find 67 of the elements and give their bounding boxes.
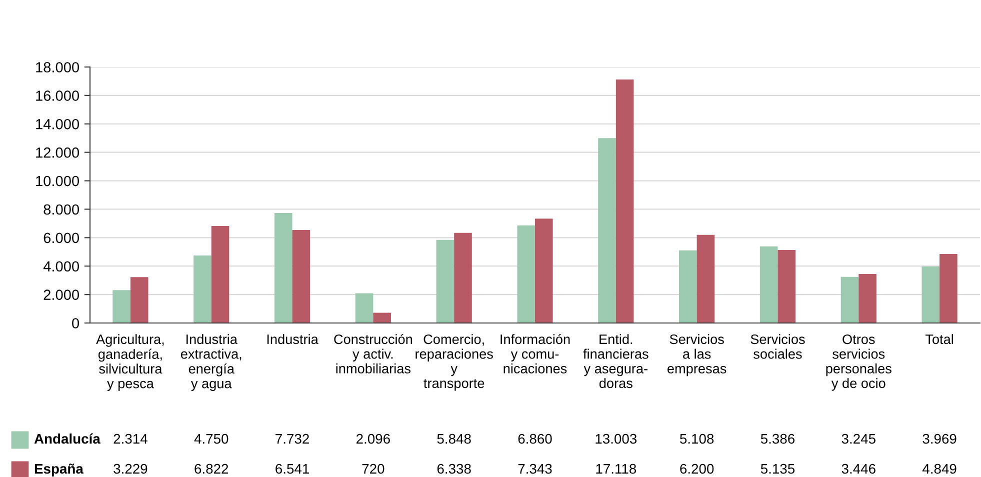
y-tick-label: 10.000 — [36, 176, 80, 186]
x-tick-label: Comercio, reparaciones y transporte — [416, 334, 493, 391]
data-label: 6.338 — [437, 464, 471, 474]
data-label: 13.003 — [596, 434, 637, 444]
data-label: 5.135 — [760, 464, 795, 474]
bar — [858, 274, 876, 323]
data-label: 17.118 — [596, 464, 636, 474]
y-tick-label: 4.000 — [43, 261, 80, 272]
data-label: 720 — [362, 464, 384, 474]
bar — [696, 234, 715, 323]
y-tick-label: 12.000 — [36, 147, 80, 158]
bar — [194, 255, 212, 323]
y-tick-label: 0 — [72, 318, 80, 328]
data-label: 6.822 — [194, 464, 228, 474]
x-tick-label: Total — [925, 334, 954, 344]
bar — [355, 293, 374, 323]
y-tick-label: 2.000 — [44, 290, 80, 300]
data-label: 2.096 — [356, 434, 390, 444]
x-tick-label: Industria — [267, 334, 318, 344]
bar — [535, 218, 553, 323]
data-label: 6.541 — [276, 464, 309, 474]
bar — [274, 213, 292, 323]
data-label: 5.848 — [437, 434, 471, 444]
y-tick-label: 18.000 — [36, 62, 80, 72]
data-label: 3.229 — [114, 464, 148, 474]
bar — [922, 266, 940, 323]
x-tick-label: Servicios a las empresas — [668, 334, 726, 376]
data-label: 5.108 — [680, 434, 714, 444]
data-label: 6.860 — [518, 434, 552, 444]
bar — [840, 276, 859, 323]
y-tick-label: 8.000 — [44, 204, 80, 215]
x-tick-label: Agricultura, ganadería, silvicultura y pesca — [96, 334, 164, 391]
data-label: 6.200 — [680, 464, 714, 474]
bar — [940, 254, 958, 323]
bar — [454, 232, 472, 323]
x-tick-label: Servicios sociales — [750, 334, 805, 359]
x-tick-label: Entid. financieras y asegura- doras — [583, 334, 648, 388]
x-tick-label: Información y comu- nicaciones — [500, 334, 570, 374]
bar — [760, 246, 778, 323]
data-label: 5.386 — [760, 434, 794, 444]
x-tick-label: Industria extractiva, energía y agua — [180, 334, 242, 391]
bar — [211, 226, 230, 323]
data-label: 3.245 — [842, 434, 876, 444]
x-tick-label: Otros servicios personales y de ocio — [826, 334, 892, 391]
bar — [517, 225, 535, 323]
y-tick-label: 6.000 — [44, 232, 80, 244]
data-label: 3.969 — [922, 434, 956, 444]
bar — [112, 290, 130, 323]
data-label: 7.343 — [518, 464, 552, 474]
bar — [436, 240, 454, 323]
legend-label: España — [34, 464, 84, 476]
x-tick-label: Construcción y activ. inmobiliarias — [334, 334, 412, 374]
data-label: 4.750 — [194, 434, 228, 444]
bar — [679, 250, 697, 323]
data-label: 7.732 — [276, 434, 309, 444]
bar — [778, 250, 796, 323]
bar — [292, 230, 310, 323]
y-tick-label: 14.000 — [36, 118, 80, 130]
bar — [616, 80, 634, 323]
data-label: 4.849 — [922, 464, 956, 474]
bar — [598, 138, 616, 323]
data-label: 3.446 — [842, 464, 876, 474]
y-tick-label: 16.000 — [36, 90, 80, 101]
legend-label: Andalucía — [34, 433, 100, 444]
bar — [373, 312, 391, 323]
data-label: 2.314 — [114, 434, 148, 444]
bar — [130, 277, 148, 323]
